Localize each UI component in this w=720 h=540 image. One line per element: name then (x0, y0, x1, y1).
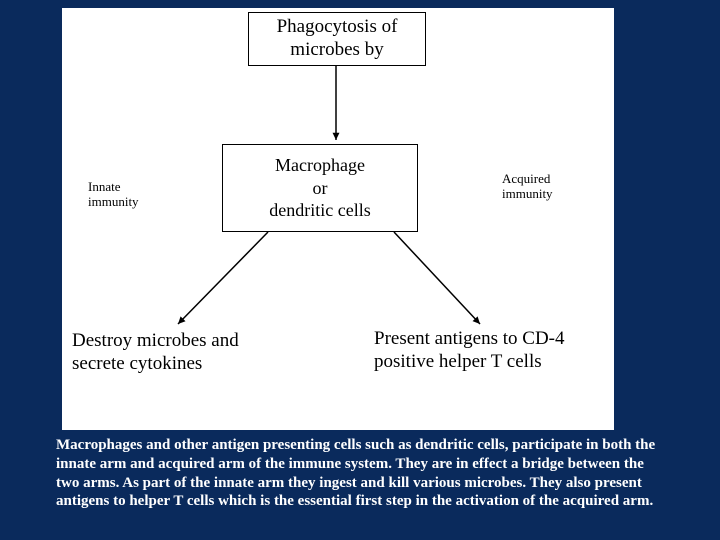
box-phagocytosis: Phagocytosis of microbes by (248, 12, 426, 66)
label-acquired-immunity: Acquired immunity (502, 172, 553, 202)
box-phagocytosis-line2: microbes by (290, 39, 383, 62)
result-present-line1: Present antigens to CD-4 (374, 328, 565, 351)
box-macrophage-line3: dendritic cells (269, 199, 370, 222)
label-innate-line1: Innate (88, 180, 139, 195)
result-destroy-line1: Destroy microbes and (72, 330, 239, 353)
label-acquired-line1: Acquired (502, 172, 553, 187)
label-innate-line2: immunity (88, 195, 139, 210)
label-acquired-line2: immunity (502, 187, 553, 202)
slide-caption: Macrophages and other antigen presenting… (56, 436, 666, 511)
result-present-antigens: Present antigens to CD-4 positive helper… (374, 328, 565, 374)
box-macrophage-line2: or (313, 177, 328, 200)
result-present-line2: positive helper T cells (374, 351, 565, 374)
result-destroy-microbes: Destroy microbes and secrete cytokines (72, 330, 239, 376)
box-macrophage: Macrophage or dendritic cells (222, 144, 418, 232)
label-innate-immunity: Innate immunity (88, 180, 139, 210)
box-phagocytosis-line1: Phagocytosis of (277, 16, 398, 39)
result-destroy-line2: secrete cytokines (72, 353, 239, 376)
box-macrophage-line1: Macrophage (275, 154, 365, 177)
